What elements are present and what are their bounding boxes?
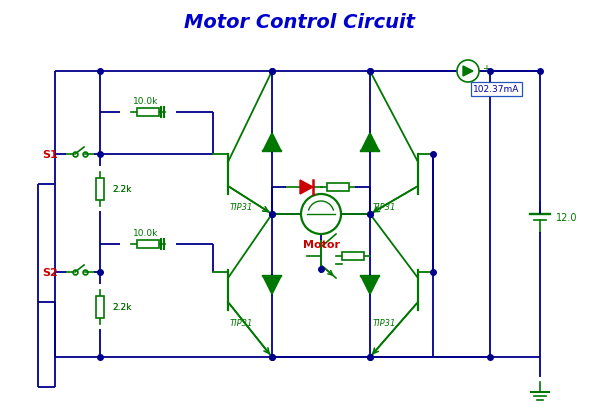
- Text: TIP31: TIP31: [373, 202, 397, 211]
- Text: 2.2k: 2.2k: [112, 303, 131, 312]
- Text: S1: S1: [42, 150, 58, 159]
- Text: +: +: [482, 64, 490, 74]
- Text: 10.0k: 10.0k: [133, 229, 158, 238]
- Text: TIP31: TIP31: [230, 319, 253, 328]
- Text: TIP31: TIP31: [373, 319, 397, 328]
- Text: 12.0: 12.0: [556, 212, 577, 223]
- Bar: [137, 109, 159, 117]
- Text: 2.2k: 2.2k: [112, 185, 131, 194]
- Text: S2: S2: [42, 267, 58, 277]
- Bar: [96, 296, 104, 318]
- Polygon shape: [263, 134, 281, 152]
- Text: 102.37mA: 102.37mA: [473, 85, 520, 94]
- Text: TIP31: TIP31: [230, 202, 253, 211]
- Text: Motor Control Circuit: Motor Control Circuit: [185, 12, 415, 31]
- Circle shape: [457, 61, 479, 83]
- Text: 2.2k: 2.2k: [112, 303, 131, 312]
- Text: 10.0k: 10.0k: [133, 97, 158, 106]
- Polygon shape: [300, 180, 313, 195]
- Bar: [96, 178, 104, 201]
- Bar: [342, 252, 364, 260]
- Circle shape: [301, 195, 341, 235]
- Polygon shape: [361, 134, 379, 152]
- Text: Motor: Motor: [302, 240, 340, 249]
- Polygon shape: [361, 276, 379, 294]
- Bar: [137, 240, 159, 248]
- Bar: [327, 183, 349, 192]
- Polygon shape: [463, 67, 473, 77]
- Text: 2.2k: 2.2k: [112, 185, 131, 194]
- Polygon shape: [263, 276, 281, 294]
